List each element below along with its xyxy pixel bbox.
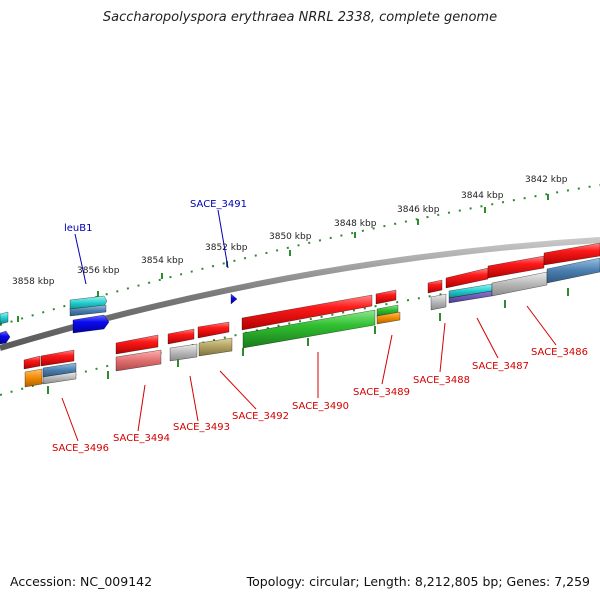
gene-feature[interactable] [487,255,545,279]
reverse-genes [24,257,600,388]
gene-label[interactable]: SACE_3487 [472,361,529,372]
accession-text: Accession: NC_009142 [10,574,153,589]
gene-feature[interactable] [491,271,548,297]
gene-feature[interactable] [241,294,373,331]
gene-feature[interactable] [72,314,110,334]
gene-feature[interactable] [42,371,77,385]
kbp-label: 3858 kbp [12,277,55,287]
gene-feature[interactable] [169,343,198,362]
gene-label[interactable]: SACE_3493 [173,422,230,433]
gene-feature[interactable] [427,279,443,294]
gene-feature[interactable] [198,337,233,357]
gene-feature[interactable] [445,267,489,289]
gene-labels: leuB1 SACE_3491 SACE_3496 SACE_3494 SACE… [52,199,588,454]
gene-feature[interactable] [543,242,600,266]
genome-stats-text: Topology: circular; Length: 8,212,805 bp… [246,574,590,589]
gene-label[interactable]: SACE_3496 [52,443,109,454]
kbp-label: 3852 kbp [205,243,248,253]
kbp-label: 3848 kbp [334,219,377,229]
kbp-label: 3854 kbp [141,256,184,266]
gene-feature[interactable] [242,309,376,349]
gene-feature[interactable] [0,311,9,325]
gene-feature[interactable] [115,334,159,355]
gene-label[interactable]: SACE_3488 [413,375,470,386]
gene-feature[interactable] [376,311,401,325]
gene-label[interactable]: leuB1 [64,223,93,234]
gene-feature[interactable] [167,328,195,345]
forward-genes [0,242,600,370]
gene-feature[interactable] [197,321,230,339]
gene-label[interactable]: SACE_3492 [232,411,289,422]
gene-label[interactable]: SACE_3491 [190,199,247,210]
gene-feature[interactable] [24,368,43,388]
gene-label[interactable]: SACE_3494 [113,433,170,444]
major-ticks [17,194,569,394]
gene-feature[interactable] [430,293,447,311]
gene-feature[interactable] [23,355,41,370]
callout-lines [61,209,557,442]
kbp-label: 3842 kbp [525,175,568,185]
kbp-label: 3856 kbp [77,266,120,276]
gene-feature[interactable] [230,293,238,305]
gene-feature[interactable] [375,289,397,305]
gene-label[interactable]: SACE_3489 [353,387,410,398]
genome-title: Saccharopolyspora erythraea NRRL 2338, c… [102,10,498,25]
scale-labels: 3842 kbp 3844 kbp 3846 kbp 3848 kbp 3850… [12,175,568,287]
kbp-label: 3846 kbp [397,205,440,215]
gene-feature[interactable] [0,330,11,345]
gene-label[interactable]: SACE_3486 [531,347,588,358]
kbp-label: 3850 kbp [269,232,312,242]
kbp-label: 3844 kbp [461,191,504,201]
gene-feature[interactable] [546,257,600,284]
gene-label[interactable]: SACE_3490 [292,401,349,412]
gene-feature[interactable] [69,304,107,317]
gene-feature[interactable] [40,349,75,367]
gene-feature[interactable] [115,349,162,372]
